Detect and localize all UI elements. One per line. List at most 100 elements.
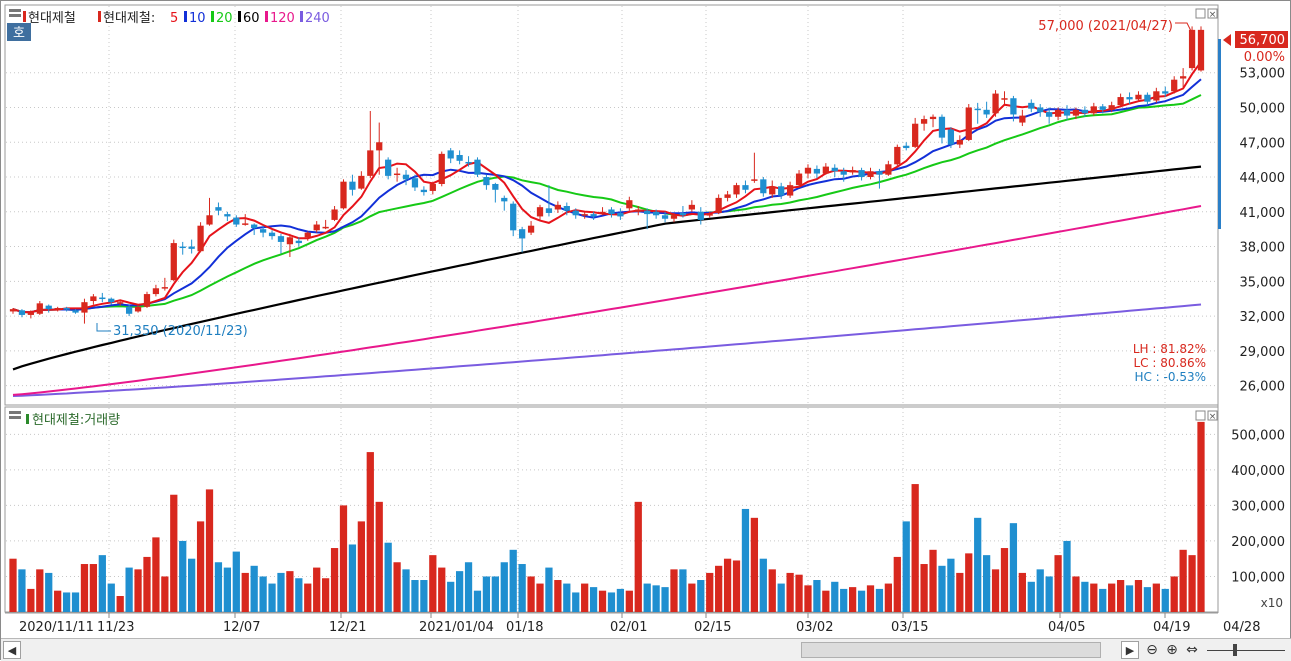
current-price-tag [1235,31,1288,48]
volume-bar [322,578,330,612]
candle-body [1171,79,1178,92]
volume-bar [982,555,991,612]
volume-bar [938,565,946,612]
volume-bar [62,592,71,612]
candle-body [858,170,865,178]
zoom-in-icon[interactable]: ⊕ [1166,642,1178,658]
volume-bar [295,578,303,612]
date-axis: 2020/11/11 11/23 12/07 12/21 2021/01/04 01/18… [5,612,1260,635]
candle-body [644,210,651,215]
volume-bar [482,576,491,612]
volume-bar [518,564,526,612]
expand-icon[interactable]: ⇔ [1186,642,1198,658]
volume-bar [89,564,98,612]
volume-bar [1072,576,1080,612]
volume-bar [411,580,419,612]
volume-bar [616,588,625,612]
candle-body [1063,109,1071,116]
legend-ma-240: 240 [305,11,330,26]
volume-bar [661,587,669,612]
volume-bar [1134,580,1143,612]
volume-bar [965,553,973,612]
candle-body [563,206,570,211]
candle-body [769,186,776,195]
volume-bar [54,590,62,612]
arrow-right-icon: ▶ [1125,643,1135,657]
candle-body [429,183,436,191]
date-tick-label: 02/01 [610,620,647,635]
volume-bar [27,588,35,612]
price-tick-label: 29,000 [1240,345,1286,360]
panel-close-button[interactable] [1207,8,1218,19]
candle-body [1037,107,1044,113]
volume-panel [4,406,1219,613]
candle-body [894,146,901,165]
candlestick-series [9,26,1205,324]
volume-bar [98,555,106,612]
date-tick-label: 12/21 [329,620,366,635]
scroll-left-button[interactable]: ◀ [3,641,21,659]
candle-body [233,217,240,225]
candle-body [760,179,767,194]
moving-average-lines [12,61,1202,397]
volume-bar [857,590,866,612]
scroll-thumb[interactable] [801,642,1101,658]
candle-body [527,225,535,233]
candle-body [295,240,302,244]
volume-panel-close-button[interactable] [1207,410,1218,421]
volume-bar [384,542,392,612]
candle-body [733,185,740,195]
volume-bar [152,537,160,612]
volume-bar [357,521,365,612]
legend-ma-20: 20 [216,11,233,26]
date-tick-label: 04/05 [1048,620,1085,635]
volume-panel-menu-icon[interactable] [9,411,21,414]
candle-body [635,209,642,212]
scroll-right-button[interactable]: ▶ [1121,641,1139,659]
volume-tick-label: 100,000 [1231,570,1285,585]
volume-bar [741,508,750,612]
candle-body [1072,109,1080,116]
zoom-out-icon[interactable]: ⊖ [1146,642,1158,658]
volume-bar [1125,585,1134,612]
date-tick-label: 11/23 [97,620,134,635]
volume-bar [759,558,767,612]
volume-unit: x10 [1261,596,1283,610]
candle-body [840,171,847,175]
volume-bar [1179,549,1187,612]
candle-body [1153,91,1160,101]
ma-240-line [12,303,1202,397]
volume-bar [750,517,759,612]
volume-bar [991,569,1000,612]
quote-badge[interactable] [7,23,31,41]
volume-panel-minimize-button[interactable] [1195,410,1206,421]
volume-bar [795,574,803,612]
price-tick-label: 35,000 [1240,275,1286,290]
stock-chart[interactable]: 53,000 50,000 47,000 44,000 41,000 38,000 35,0… [1,1,1291,638]
volume-bar [947,558,955,612]
bottom-toolbar: ◀ ▶ ⊖ ⊕ ⇔ [1,638,1291,661]
price-tick-label: 38,000 [1240,241,1286,256]
candle-body [286,237,294,245]
candle-body [465,161,472,164]
volume-bar [723,558,732,612]
candle-body [143,294,151,307]
candle-body [903,145,910,149]
candle-body [608,209,615,215]
candle-body [501,197,508,202]
volume-bar [304,583,312,612]
panel-minimize-button[interactable] [1195,8,1206,19]
volume-bar [804,585,812,612]
candle-body [554,204,561,210]
volume-bar [652,585,660,612]
volume-bar [911,484,919,612]
volume-bar [1009,523,1018,612]
legend-ma-prefix: 현대제철: [103,11,155,26]
volume-bar [884,583,892,612]
candle-body [358,175,365,189]
zoom-slider-handle[interactable] [1233,644,1237,656]
date-tick-label: 03/02 [796,620,833,635]
panel-menu-icon[interactable] [9,9,21,12]
volume-bar [589,587,598,612]
zoom-slider[interactable] [1207,643,1287,657]
